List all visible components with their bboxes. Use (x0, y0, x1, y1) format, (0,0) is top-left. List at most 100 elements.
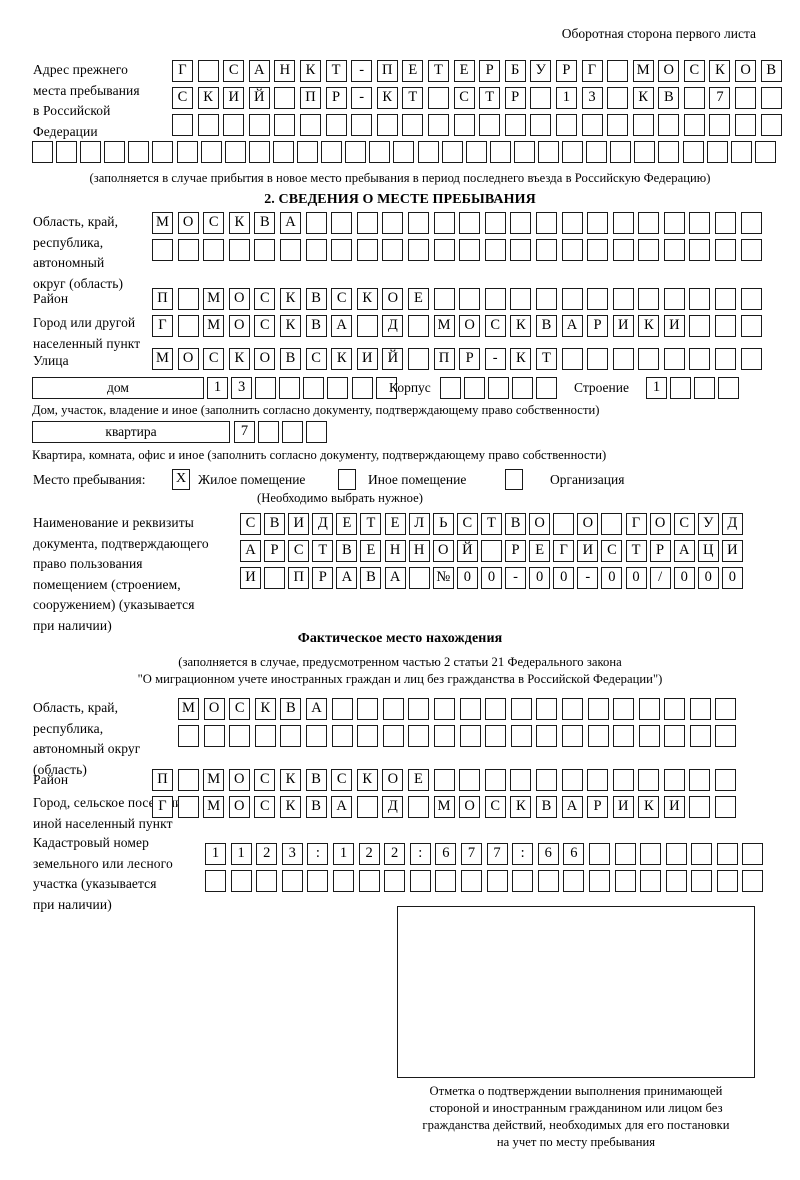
form-cell[interactable]: О (577, 513, 599, 535)
form-cell[interactable] (663, 239, 685, 261)
form-cell[interactable] (382, 212, 404, 234)
form-cell[interactable]: 0 (529, 567, 551, 589)
form-cell[interactable]: Ь (432, 513, 454, 535)
form-cell[interactable] (587, 698, 609, 720)
form-cell[interactable] (152, 239, 173, 261)
form-cell[interactable] (561, 239, 583, 261)
form-cell[interactable]: П (152, 769, 173, 791)
form-cell[interactable]: М (433, 315, 455, 337)
form-cell[interactable] (740, 239, 762, 261)
form-cell[interactable]: Й (248, 87, 270, 109)
form-cell[interactable] (742, 870, 764, 892)
form-cell[interactable] (730, 141, 752, 163)
form-cell[interactable]: Н (274, 60, 296, 82)
form-cell[interactable]: 0 (456, 567, 478, 589)
form-cell[interactable]: Й (456, 540, 478, 562)
form-cell[interactable]: - (351, 60, 373, 82)
form-cell[interactable] (535, 239, 557, 261)
form-cell[interactable]: С (229, 698, 251, 720)
form-cell[interactable] (325, 114, 347, 136)
form-cell[interactable]: В (280, 698, 302, 720)
form-cell[interactable] (357, 725, 379, 747)
form-cell[interactable] (691, 843, 713, 865)
form-cell[interactable] (561, 288, 583, 310)
form-cell[interactable]: С (331, 288, 353, 310)
form-cell[interactable]: Г (152, 315, 173, 337)
form-cell[interactable]: С (203, 348, 225, 370)
form-cell[interactable] (427, 87, 449, 109)
form-cell[interactable]: М (152, 348, 173, 370)
form-cell[interactable] (331, 239, 353, 261)
previous-address-row-4[interactable] (32, 141, 776, 163)
form-cell[interactable]: 7 (709, 87, 731, 109)
form-cell[interactable]: 6 (537, 843, 559, 865)
form-cell[interactable] (561, 348, 583, 370)
form-cell[interactable]: 1 (555, 87, 577, 109)
form-cell[interactable]: И (612, 796, 634, 818)
form-cell[interactable]: Д (721, 513, 743, 535)
form-cell[interactable]: - (577, 567, 599, 589)
form-cell[interactable] (510, 698, 532, 720)
form-cell[interactable] (417, 141, 439, 163)
section2-region-row-2[interactable] (152, 239, 762, 261)
form-cell[interactable] (306, 421, 328, 443)
form-cell[interactable] (658, 114, 680, 136)
form-cell[interactable] (321, 141, 343, 163)
form-cell[interactable]: П (376, 60, 398, 82)
form-cell[interactable] (735, 87, 757, 109)
form-cell[interactable]: Д (382, 315, 404, 337)
form-cell[interactable] (510, 239, 532, 261)
form-cell[interactable] (465, 141, 487, 163)
form-cell[interactable]: К (638, 315, 660, 337)
form-cell[interactable] (433, 239, 455, 261)
form-cell[interactable] (484, 212, 506, 234)
form-cell[interactable] (433, 288, 455, 310)
form-cell[interactable] (663, 288, 685, 310)
form-cell[interactable] (663, 348, 685, 370)
form-cell[interactable] (484, 288, 506, 310)
form-cell[interactable] (351, 377, 373, 399)
form-cell[interactable] (279, 239, 301, 261)
form-cell[interactable]: Е (384, 513, 406, 535)
form-cell[interactable] (460, 870, 482, 892)
form-cell[interactable]: С (484, 796, 506, 818)
form-cell[interactable]: К (638, 796, 660, 818)
form-cell[interactable] (510, 725, 532, 747)
form-cell[interactable] (104, 141, 126, 163)
form-cell[interactable] (638, 348, 660, 370)
form-cell[interactable] (740, 348, 762, 370)
form-cell[interactable]: А (305, 698, 327, 720)
form-cell[interactable] (689, 348, 711, 370)
form-cell[interactable]: Н (408, 540, 430, 562)
form-cell[interactable] (689, 239, 711, 261)
form-cell[interactable] (691, 870, 713, 892)
actual-region-row-2[interactable] (178, 725, 737, 747)
form-cell[interactable] (664, 725, 686, 747)
form-cell[interactable] (535, 769, 557, 791)
form-cell[interactable] (694, 377, 716, 399)
form-cell[interactable] (203, 725, 225, 747)
form-cell[interactable]: О (649, 513, 671, 535)
form-cell[interactable] (512, 377, 534, 399)
form-cell[interactable]: В (760, 60, 782, 82)
form-cell[interactable] (375, 377, 397, 399)
form-cell[interactable] (715, 769, 737, 791)
form-cell[interactable] (484, 769, 506, 791)
form-cell[interactable] (177, 315, 199, 337)
form-cell[interactable] (197, 114, 219, 136)
form-cell[interactable] (588, 870, 610, 892)
cadastral-row-2[interactable] (205, 870, 764, 892)
form-cell[interactable]: Е (336, 513, 358, 535)
form-cell[interactable] (459, 725, 481, 747)
form-cell[interactable]: № (432, 567, 454, 589)
form-cell[interactable]: Н (384, 540, 406, 562)
form-cell[interactable] (433, 698, 455, 720)
form-cell[interactable]: Р (325, 87, 347, 109)
form-cell[interactable] (638, 725, 660, 747)
form-cell[interactable] (665, 843, 687, 865)
form-cell[interactable] (228, 239, 250, 261)
form-cell[interactable] (612, 348, 634, 370)
